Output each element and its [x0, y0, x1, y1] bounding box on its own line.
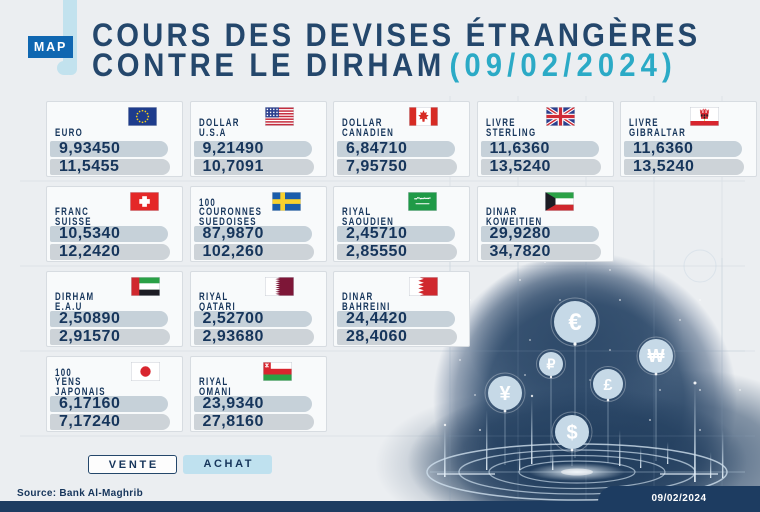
svg-text:¥: ¥ [499, 383, 511, 405]
svg-text:€: € [568, 309, 581, 336]
svg-text:₩: ₩ [648, 346, 665, 366]
svg-text:£: £ [604, 377, 613, 394]
svg-text:₽: ₽ [547, 356, 556, 372]
svg-text:$: $ [566, 422, 577, 444]
